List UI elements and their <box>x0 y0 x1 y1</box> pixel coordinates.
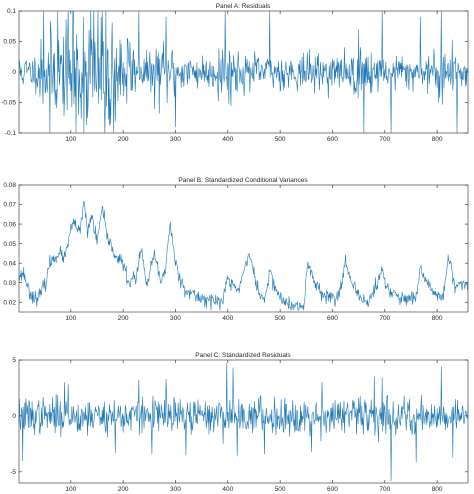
panel-a-title: Panel A: Residuals <box>216 3 271 10</box>
panel-c-xtick-label: 700 <box>379 486 390 493</box>
panel-b-axes <box>18 184 469 313</box>
panel-b-series-line-0 <box>18 200 469 311</box>
panel-a-xticks: 100 200 300 400 500 600 700 800 <box>65 11 443 143</box>
panel-b-title: Panel B: Standardized Conditional Varian… <box>178 177 308 184</box>
panel-c-xtick-label: 500 <box>275 486 286 493</box>
panel-b-ytick-label: 0.03 <box>3 280 16 287</box>
panel-a-ytick-label: 0 <box>12 69 16 76</box>
panel-c-series-line-0 <box>18 363 469 482</box>
panel-c-ytick-label: -5 <box>10 469 16 476</box>
panel-a-xtick-label: 700 <box>379 136 390 143</box>
panel-b-ytick-label: 0.04 <box>3 260 16 267</box>
panel-a-series-line-0 <box>18 10 469 134</box>
panel-b-ytick-label: 0.06 <box>3 221 16 228</box>
panel-c-series <box>18 363 469 482</box>
panel-b-series <box>18 200 469 311</box>
panel-a-ytick-label: -0.1 <box>5 130 17 137</box>
panel-a-xtick-label: 800 <box>432 136 443 143</box>
panel-a-xtick-label: 600 <box>327 136 338 143</box>
panel-b-xtick-label: 800 <box>432 315 443 322</box>
panel-c-xtick-label: 600 <box>327 486 338 493</box>
panel-a-ytick-label: 0.1 <box>7 8 16 15</box>
panel-c-xticks: 100 200 300 400 500 600 700 800 <box>65 360 443 493</box>
panel-a-yticks: -0.1 -0.05 0 0.05 0.1 <box>1 8 468 137</box>
panel-c-ytick-label: 5 <box>12 357 16 364</box>
panel-b-xtick-label: 700 <box>379 315 390 322</box>
panel-c-yticks: -5 0 5 <box>10 357 468 476</box>
panel-c-ytick-label: 0 <box>12 413 16 420</box>
panel-a-xtick-label: 100 <box>65 136 76 143</box>
panel-b-xticks: 100 200 300 400 500 600 700 800 <box>65 185 443 322</box>
panel-b-xtick-label: 400 <box>222 315 233 322</box>
panel-a-series <box>18 10 469 134</box>
panel-b-ytick-label: 0.07 <box>3 202 16 209</box>
panel-b-ytick-label: 0.02 <box>3 299 16 306</box>
panel-b-ytick-label: 0.08 <box>3 182 16 189</box>
panel-b-xtick-label: 100 <box>65 315 76 322</box>
panel-b-xtick-label: 300 <box>170 315 181 322</box>
panel-b-yticks: 0.02 0.03 0.04 0.05 0.06 0.07 0.08 <box>3 182 468 306</box>
panel-b-ytick-label: 0.05 <box>3 241 16 248</box>
panel-a-xtick-label: 200 <box>118 136 129 143</box>
panel-c-xtick-label: 100 <box>65 486 76 493</box>
panel-b-xtick-label: 500 <box>275 315 286 322</box>
panel-c-xtick-label: 800 <box>432 486 443 493</box>
panel-b-xtick-label: 200 <box>118 315 129 322</box>
panel-c-xtick-label: 200 <box>118 486 129 493</box>
panel-a-xtick-label: 300 <box>170 136 181 143</box>
panel-c-title: Panel C: Standardized Residuals <box>195 352 291 359</box>
panel-c-xtick-label: 400 <box>222 486 233 493</box>
panel-a-ytick-label: 0.05 <box>3 39 16 46</box>
panel-b-xtick-label: 600 <box>327 315 338 322</box>
panel-a: Panel A: Residuals -0.1 -0.05 0 0.05 0.1 100… <box>1 3 469 143</box>
panel-c-xtick-label: 300 <box>170 486 181 493</box>
panel-b: Panel B: Standardized Conditional Varian… <box>3 177 469 322</box>
panel-a-ytick-label: -0.05 <box>1 100 16 107</box>
panel-a-xtick-label: 500 <box>275 136 286 143</box>
panel-c: Panel C: Standardized Residuals -5 0 5 100… <box>10 352 469 493</box>
panel-a-xtick-label: 400 <box>222 136 233 143</box>
